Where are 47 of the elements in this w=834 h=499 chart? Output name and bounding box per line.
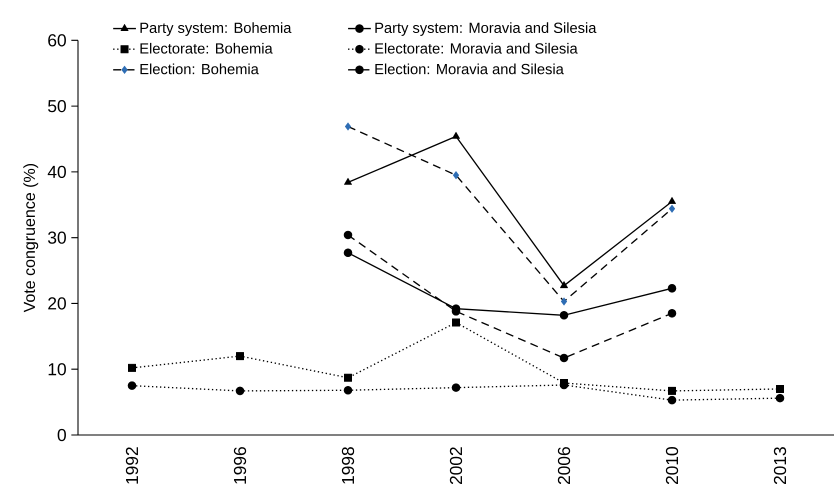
point <box>452 383 460 392</box>
point <box>668 196 676 204</box>
point <box>668 396 676 404</box>
point <box>668 284 676 293</box>
y-tick-label: 30 <box>48 232 66 244</box>
legend-label: Party system: Moravia and Silesia <box>375 22 596 36</box>
y-tick-label: 40 <box>48 166 66 178</box>
y-tick-label: 60 <box>48 34 66 46</box>
y-tick-label: 20 <box>48 297 66 310</box>
x-tick-label: 1992 <box>126 447 138 484</box>
y-tick-label: 0 <box>58 428 66 442</box>
point <box>776 394 784 402</box>
point <box>560 354 568 362</box>
x-tick-label: 1996 <box>234 447 246 484</box>
point <box>668 204 676 213</box>
point <box>560 311 568 320</box>
legend-label: Election: Moravia and Silesia <box>375 64 564 74</box>
point <box>344 248 352 258</box>
legend-label: Electorate: Moravia and Silesia <box>375 42 578 54</box>
y-tick-label: 50 <box>48 100 66 112</box>
point <box>452 132 460 139</box>
point <box>668 309 676 318</box>
point <box>128 381 136 390</box>
legend-label: Electorate: Bohemia <box>140 42 273 54</box>
legend-label: Party system: Bohemia <box>140 22 292 36</box>
point <box>668 386 676 395</box>
point <box>236 386 244 396</box>
y-axis-title: Vote congruence (%) <box>23 164 38 312</box>
x-tick-label: 2010 <box>666 447 678 484</box>
legend-label: Election: Bohemia <box>140 64 259 74</box>
point <box>560 297 568 306</box>
x-tick-label: 2013 <box>774 447 786 484</box>
point <box>344 230 352 240</box>
point <box>776 384 784 393</box>
x-tick-label: 1998 <box>342 447 354 484</box>
point <box>236 352 244 360</box>
x-tick-label: 2002 <box>450 447 462 484</box>
point <box>344 386 352 395</box>
point <box>560 281 568 288</box>
point <box>344 374 352 382</box>
point <box>452 171 460 180</box>
point <box>344 122 352 130</box>
x-tick-label: 2006 <box>558 447 570 484</box>
point <box>452 318 460 327</box>
point <box>128 364 136 372</box>
point <box>344 178 352 185</box>
y-tick-label: 10 <box>48 363 66 376</box>
